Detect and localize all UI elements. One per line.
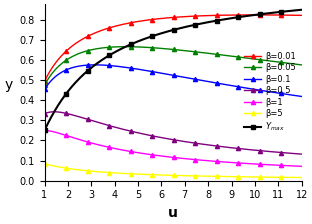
Y_max bbox=[43, 129, 46, 132]
β=5 bbox=[43, 162, 46, 165]
β=0.05 bbox=[43, 84, 46, 86]
β=1 bbox=[276, 164, 280, 167]
β=0.01 bbox=[276, 14, 280, 16]
β=0.01 bbox=[43, 78, 47, 81]
β=1 bbox=[43, 129, 46, 132]
Legend: β=0.01, β=0.05, β=0.1, β=0.5, β=1, β=5, $Y_{max}$: β=0.01, β=0.05, β=0.1, β=0.5, β=1, β=5, … bbox=[242, 50, 297, 135]
β=1 bbox=[300, 165, 304, 168]
β=5 bbox=[276, 176, 280, 179]
β=1 bbox=[200, 159, 204, 162]
Y-axis label: y: y bbox=[4, 78, 12, 92]
Line: β=0.1: β=0.1 bbox=[42, 63, 304, 99]
β=0.01 bbox=[200, 15, 204, 17]
β=5 bbox=[259, 176, 263, 178]
Line: β=0.05: β=0.05 bbox=[42, 45, 304, 87]
β=0.5 bbox=[43, 112, 46, 115]
β=0.5 bbox=[276, 151, 280, 154]
Line: β=0.01: β=0.01 bbox=[42, 13, 304, 83]
Line: β=5: β=5 bbox=[42, 162, 304, 180]
β=0.1 bbox=[43, 87, 47, 89]
β=1 bbox=[196, 159, 199, 161]
β=1 bbox=[259, 163, 263, 166]
β=0.01 bbox=[300, 14, 304, 17]
β=0.01 bbox=[253, 14, 257, 16]
β=0.05 bbox=[276, 61, 280, 63]
Y_max bbox=[43, 127, 47, 130]
β=0.05 bbox=[197, 51, 200, 54]
β=0.5 bbox=[201, 143, 205, 146]
β=0.05 bbox=[300, 64, 304, 66]
β=0.05 bbox=[201, 51, 205, 54]
β=0.5 bbox=[52, 110, 56, 113]
β=0.1 bbox=[260, 89, 264, 92]
β=0.5 bbox=[43, 112, 47, 115]
β=5 bbox=[200, 175, 204, 177]
β=0.05 bbox=[43, 82, 47, 85]
β=0.05 bbox=[196, 51, 199, 53]
β=0.1 bbox=[300, 95, 304, 98]
X-axis label: u: u bbox=[168, 206, 178, 220]
Line: β=1: β=1 bbox=[42, 128, 304, 168]
β=0.5 bbox=[300, 153, 304, 155]
Y_max bbox=[276, 11, 280, 13]
β=0.5 bbox=[196, 142, 199, 145]
β=0.1 bbox=[276, 92, 280, 95]
β=0.5 bbox=[197, 142, 200, 145]
Y_max bbox=[200, 22, 204, 25]
Line: Y_max: Y_max bbox=[42, 8, 304, 133]
Y_max bbox=[259, 13, 263, 15]
β=5 bbox=[196, 175, 199, 177]
β=0.5 bbox=[260, 150, 264, 152]
Y_max bbox=[195, 23, 199, 26]
β=0.1 bbox=[201, 79, 205, 82]
β=0.1 bbox=[43, 88, 46, 91]
β=1 bbox=[195, 158, 199, 161]
β=0.05 bbox=[260, 59, 264, 61]
β=5 bbox=[43, 163, 47, 165]
β=0.01 bbox=[195, 15, 199, 17]
Y_max bbox=[196, 23, 199, 26]
β=5 bbox=[195, 175, 199, 177]
β=0.01 bbox=[196, 15, 199, 17]
β=0.1 bbox=[196, 78, 199, 81]
β=5 bbox=[300, 176, 304, 179]
β=0.01 bbox=[43, 80, 46, 83]
Line: β=0.5: β=0.5 bbox=[42, 110, 304, 156]
Y_max bbox=[300, 9, 304, 11]
β=0.01 bbox=[260, 14, 264, 16]
β=0.05 bbox=[124, 45, 127, 48]
β=0.1 bbox=[197, 78, 200, 81]
β=0.1 bbox=[93, 64, 97, 66]
β=1 bbox=[43, 129, 47, 132]
